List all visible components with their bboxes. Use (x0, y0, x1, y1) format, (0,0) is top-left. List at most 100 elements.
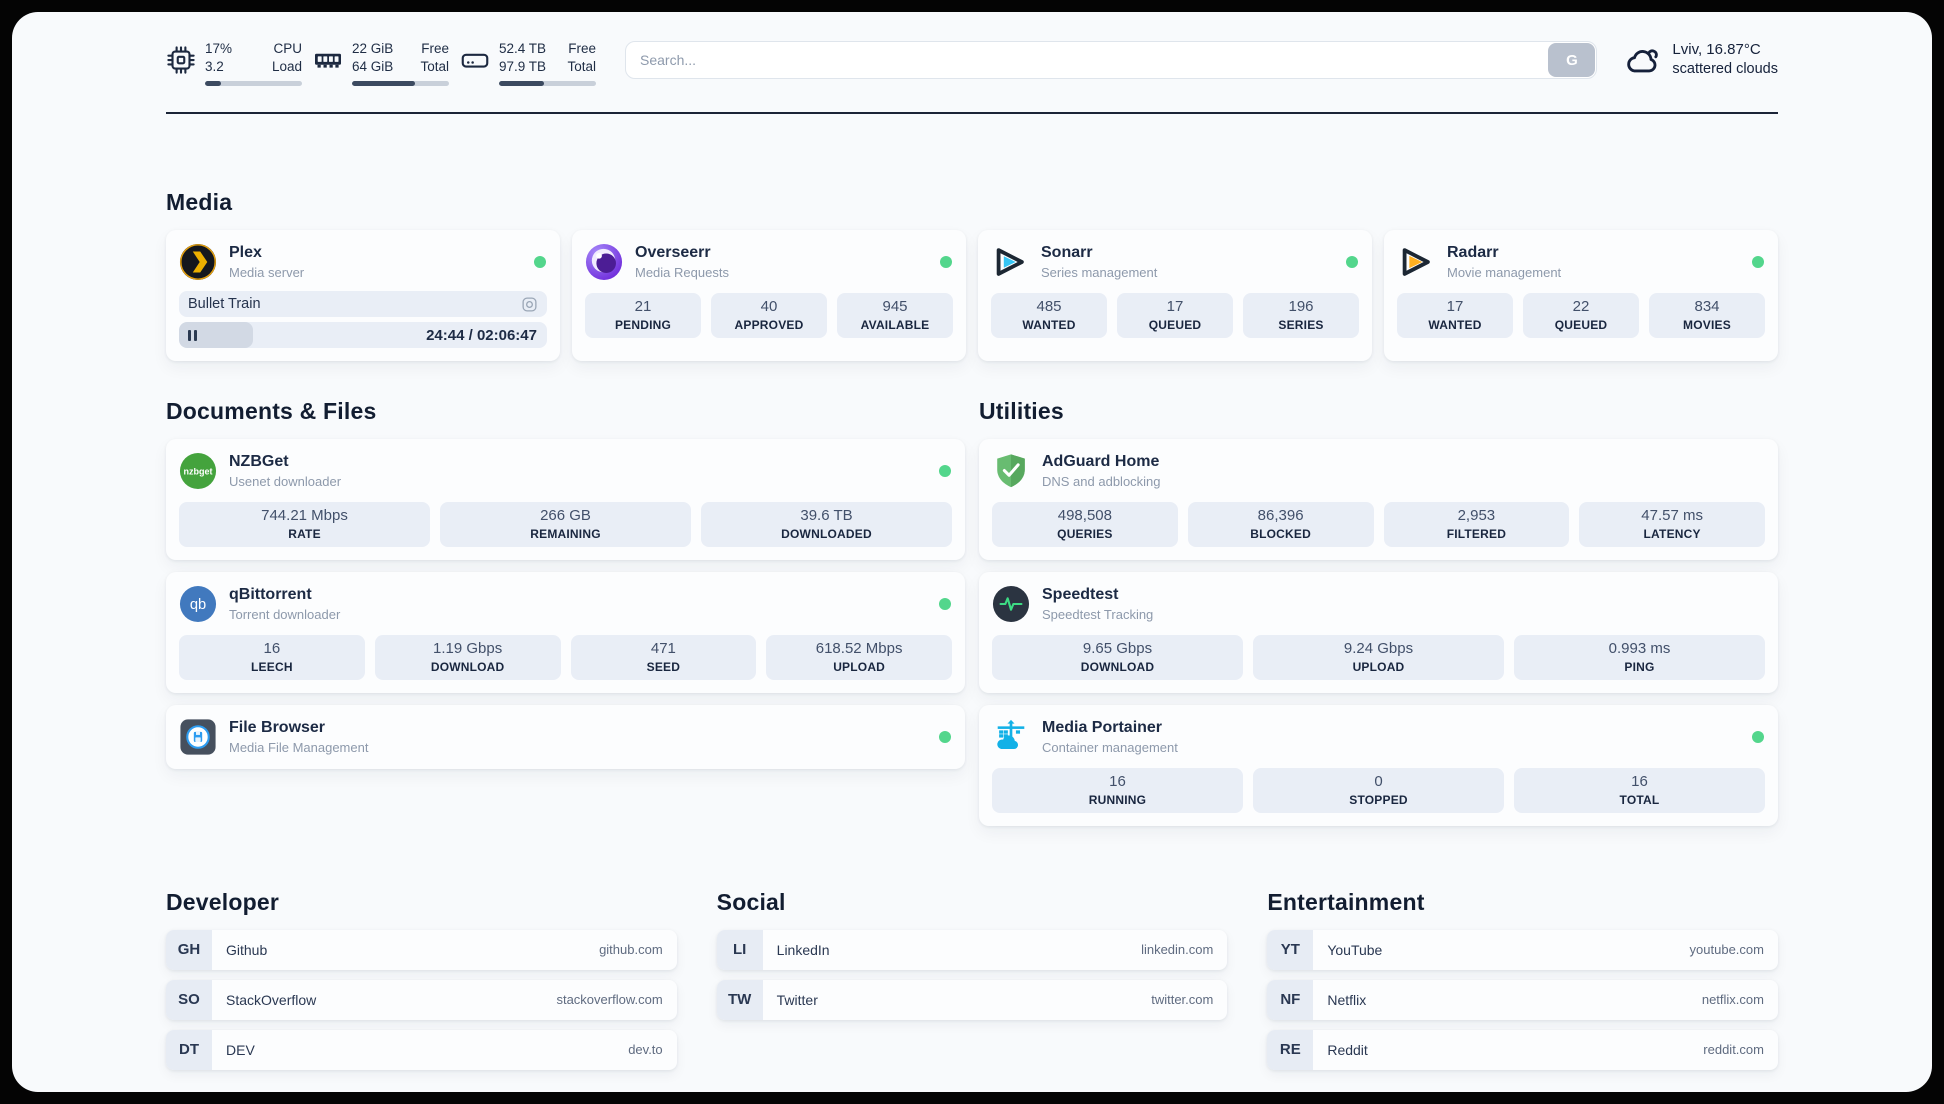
bookmark-url: youtube.com (1689, 942, 1764, 958)
stat-labels: CPU Load (272, 40, 302, 76)
stat-available: 945 AVAILABLE (837, 293, 953, 338)
stat-value: 744.21 Mbps (261, 507, 348, 525)
bookmark-row-dev[interactable]: DT DEV dev.to (166, 1029, 677, 1070)
app-card-radarr[interactable]: Radarr Movie management 17 WANTED 22 QUEUED 83… (1384, 230, 1778, 362)
search-engine-button[interactable]: G (1548, 43, 1596, 77)
stat-value: 266 GB (540, 507, 591, 525)
app-card-portainer[interactable]: Media Portainer Container management 16 RUN… (979, 704, 1778, 826)
stat-queued: 17 QUEUED (1117, 293, 1233, 338)
stat-label: DOWNLOAD (1080, 659, 1155, 674)
app-card-qbittorrent[interactable]: qb qBittorrent Torrent downloader 16 LEECH 1.… (166, 572, 965, 693)
stat-total: 16 TOTAL (1514, 767, 1765, 813)
app-card-overseerr[interactable]: Overseerr Media Requests 21 PENDING 40 APPROV… (572, 230, 966, 362)
stat-label: FILTERED (1446, 527, 1507, 541)
bookmark-url: github.com (599, 942, 663, 958)
usage-bar (205, 81, 302, 87)
stat-upload: 9.24 Gbps UPLOAD (1253, 635, 1504, 680)
cloud-icon (1624, 43, 1660, 79)
bookmark-name: StackOverflow (226, 991, 317, 1008)
bookmark-row-reddit[interactable]: RE Reddit reddit.com (1267, 1029, 1778, 1070)
bookmark-row-linkedin[interactable]: LI LinkedIn linkedin.com (716, 929, 1228, 970)
bookmark-row-stackoverflow[interactable]: SO StackOverflow stackoverflow.com (166, 979, 677, 1020)
search-bar: G (625, 41, 1598, 79)
stat-label: QUERIES (1057, 527, 1113, 541)
stat-value: 40 (760, 298, 778, 316)
documents-card-stack: nzbget NZBGet Usenet downloader 744.21 Mbps… (166, 439, 965, 769)
bookmark-group-developer: Developer GH Github github.com SO StackOverfl… (166, 888, 677, 1080)
adguard-logo (992, 452, 1030, 490)
app-description: Media server (229, 264, 305, 280)
app-title: AdGuard Home (1042, 453, 1160, 471)
search-input[interactable] (625, 41, 1598, 79)
bookmark-name: YouTube (1327, 941, 1383, 958)
stat-label: DOWNLOAD (430, 659, 505, 674)
bookmark-row-youtube[interactable]: YT YouTube youtube.com (1267, 929, 1778, 970)
section-title-social: Social (716, 888, 786, 915)
overseerr-logo (585, 243, 623, 281)
speedtest-logo (992, 585, 1030, 623)
camera-icon[interactable] (521, 296, 538, 313)
stat-values: 22 GiB 64 GiB (352, 40, 393, 76)
stat-labels: Free Total (567, 40, 596, 76)
app-card-nzbget[interactable]: nzbget NZBGet Usenet downloader 744.21 Mbps… (166, 439, 965, 560)
qbittorrent-logo: qb (179, 585, 217, 623)
app-description: Media File Management (229, 739, 369, 755)
stat-label: LATENCY (1643, 527, 1701, 541)
filebrowser-logo (179, 718, 217, 756)
stat-value: 16 (263, 640, 281, 658)
stat-stopped: 0 STOPPED (1253, 767, 1504, 813)
stat-rate: 744.21 Mbps RATE (179, 502, 430, 547)
usage-bar-fill (205, 81, 222, 87)
system-stats: 17% 3.2 CPU Load 22 GiB 64 GiB Free Total 52.4 T… (166, 40, 596, 87)
stat-value: 64 GiB (352, 59, 394, 75)
stat-value: 86,396 (1257, 507, 1304, 525)
stat-leech: 16 LEECH (179, 635, 365, 680)
section-title-developer: Developer (166, 888, 280, 915)
app-title: qBittorrent (229, 586, 312, 603)
bookmark-row-twitter[interactable]: TW Twitter twitter.com (716, 979, 1228, 1020)
stat-label: Free (421, 41, 449, 56)
header: 17% 3.2 CPU Load 22 GiB 64 GiB Free Total 52.4 T… (166, 38, 1778, 87)
app-card-speedtest[interactable]: Speedtest Speedtest Tracking 9.65 Gbps DOWN… (979, 572, 1778, 693)
stat-wanted: 485 WANTED (991, 293, 1107, 338)
stat-value: 498,508 (1057, 507, 1112, 525)
stat-downloaded: 39.6 TB DOWNLOADED (701, 502, 952, 547)
stat-value: 21 (634, 298, 652, 316)
stat-value: 17% (205, 41, 233, 56)
stat-latency: 47.57 ms LATENCY (1579, 502, 1765, 547)
app-card-sonarr[interactable]: Sonarr Series management 485 WANTED 17 QUEUED… (978, 230, 1372, 362)
stat-approved: 40 APPROVED (711, 293, 827, 338)
app-card-plex[interactable]: Plex Media server Bullet Train 24:44 / 02:0… (166, 230, 560, 362)
stat-value: 16 (1109, 772, 1126, 790)
section-title-entertainment: Entertainment (1267, 888, 1425, 915)
bookmark-badge: TW (716, 979, 763, 1020)
stat-label: Load (271, 59, 302, 75)
stat-value: 618.52 Mbps (815, 640, 903, 658)
stat-filtered: 2,953 FILTERED (1383, 502, 1570, 547)
stat-wanted: 17 WANTED (1397, 293, 1513, 338)
bookmark-badge: NF (1267, 979, 1314, 1020)
stat-label: RUNNING (1088, 792, 1147, 807)
app-title: Speedtest (1042, 586, 1119, 603)
stat-movies: 834 MOVIES (1649, 293, 1765, 338)
app-title: Plex (229, 244, 262, 262)
bookmark-row-netflix[interactable]: NF Netflix netflix.com (1267, 979, 1778, 1020)
stat-download: 1.19 Gbps DOWNLOAD (374, 635, 561, 680)
bookmark-row-github[interactable]: GH Github github.com (166, 929, 677, 970)
section-title-media: Media (166, 189, 233, 216)
stat-label: WANTED (1428, 317, 1482, 332)
utilities-card-stack: AdGuard Home DNS and adblocking 498,508 QUE… (979, 439, 1778, 826)
stat-label: RATE (288, 527, 321, 541)
weather-widget: Lviv, 16.87°C scattered clouds (1624, 39, 1778, 79)
stat-label: UPLOAD (833, 659, 886, 674)
stat-seed: 471 SEED (570, 635, 757, 680)
app-card-filebrowser[interactable]: File Browser Media File Management (166, 704, 965, 769)
stat-label: APPROVED (734, 317, 804, 332)
stat-value: 22 (1572, 298, 1590, 316)
bookmark-url: twitter.com (1151, 992, 1214, 1008)
stat-value: 16 (1631, 772, 1648, 790)
sonarr-logo (991, 243, 1029, 281)
stat-label: SEED (646, 659, 681, 674)
app-card-adguard[interactable]: AdGuard Home DNS and adblocking 498,508 QUE… (979, 439, 1778, 560)
stat-value: 22 GiB (352, 41, 394, 56)
